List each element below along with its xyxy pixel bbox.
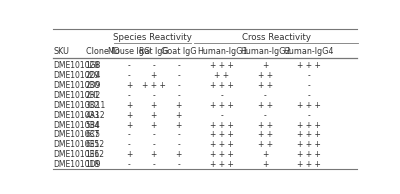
Text: + + +: + + + <box>210 150 234 159</box>
Text: +: + <box>176 111 182 120</box>
Text: + + +: + + + <box>142 81 166 90</box>
Text: +: + <box>262 160 269 169</box>
Text: + +: + + <box>258 130 273 139</box>
Text: + + +: + + + <box>297 101 321 110</box>
Text: -: - <box>221 111 224 120</box>
Text: -: - <box>152 91 155 100</box>
Text: +: + <box>151 120 157 130</box>
Text: + +: + + <box>258 120 273 130</box>
Text: + + +: + + + <box>210 140 234 149</box>
Text: DME101032: DME101032 <box>53 101 99 110</box>
Text: Human-IgG2: Human-IgG2 <box>240 47 291 56</box>
Text: 6C5: 6C5 <box>86 130 101 139</box>
Text: -: - <box>177 130 180 139</box>
Text: +: + <box>176 120 182 130</box>
Text: DME101034: DME101034 <box>53 120 99 130</box>
Text: + + +: + + + <box>297 150 321 159</box>
Text: Clone ID: Clone ID <box>86 47 120 56</box>
Text: + + +: + + + <box>297 61 321 70</box>
Text: +: + <box>176 101 182 110</box>
Text: -: - <box>128 71 130 80</box>
Text: -: - <box>128 130 130 139</box>
Text: + + +: + + + <box>297 160 321 169</box>
Text: Human-IgG1: Human-IgG1 <box>197 47 247 56</box>
Text: 1D9: 1D9 <box>86 160 101 169</box>
Text: -: - <box>177 91 180 100</box>
Text: + + +: + + + <box>297 120 321 130</box>
Text: DME101037: DME101037 <box>53 130 99 139</box>
Text: + + +: + + + <box>297 130 321 139</box>
Text: -: - <box>264 111 267 120</box>
Text: Rat IgG: Rat IgG <box>139 47 169 56</box>
Text: + + +: + + + <box>210 160 234 169</box>
Text: -: - <box>152 61 155 70</box>
Text: + + +: + + + <box>210 120 234 130</box>
Text: DME101033: DME101033 <box>53 111 99 120</box>
Text: -: - <box>177 81 180 90</box>
Text: +: + <box>126 81 132 90</box>
Text: DME101035: DME101035 <box>53 140 99 149</box>
Text: -: - <box>308 111 310 120</box>
Text: +: + <box>126 111 132 120</box>
Text: -: - <box>152 130 155 139</box>
Text: + +: + + <box>258 71 273 80</box>
Text: 2D9: 2D9 <box>86 81 101 90</box>
Text: +: + <box>151 111 157 120</box>
Text: -: - <box>128 140 130 149</box>
Text: -: - <box>177 140 180 149</box>
Text: -: - <box>177 71 180 80</box>
Text: DME101030: DME101030 <box>53 81 99 90</box>
Text: +: + <box>176 150 182 159</box>
Text: -: - <box>308 91 310 100</box>
Text: 2D4: 2D4 <box>86 71 101 80</box>
Text: -: - <box>177 61 180 70</box>
Text: + +: + + <box>214 71 230 80</box>
Text: 6E12: 6E12 <box>86 140 105 149</box>
Text: Mouse IgG: Mouse IgG <box>108 47 150 56</box>
Text: 2H2: 2H2 <box>86 91 101 100</box>
Text: 1G8: 1G8 <box>86 61 101 70</box>
Text: +: + <box>262 61 269 70</box>
Text: +: + <box>262 150 269 159</box>
Text: + +: + + <box>258 140 273 149</box>
Text: + + +: + + + <box>210 130 234 139</box>
Text: -: - <box>221 91 224 100</box>
Text: +: + <box>151 150 157 159</box>
Text: 4A12: 4A12 <box>86 111 105 120</box>
Text: +: + <box>151 101 157 110</box>
Text: + +: + + <box>258 101 273 110</box>
Text: Cross Reactivity: Cross Reactivity <box>242 33 311 42</box>
Text: SKU: SKU <box>53 47 69 56</box>
Text: -: - <box>128 91 130 100</box>
Text: DME101028: DME101028 <box>53 61 99 70</box>
Text: +: + <box>126 101 132 110</box>
Text: 5B4: 5B4 <box>86 120 100 130</box>
Text: -: - <box>264 91 267 100</box>
Text: DME101029: DME101029 <box>53 71 99 80</box>
Text: Species Reactivity: Species Reactivity <box>113 33 192 42</box>
Text: +: + <box>126 150 132 159</box>
Text: 1E12: 1E12 <box>86 150 105 159</box>
Text: DME101031: DME101031 <box>53 91 99 100</box>
Text: + + +: + + + <box>297 140 321 149</box>
Text: DME101018: DME101018 <box>53 160 99 169</box>
Text: -: - <box>128 160 130 169</box>
Text: DME101036: DME101036 <box>53 150 99 159</box>
Text: -: - <box>308 81 310 90</box>
Text: Goat IgG: Goat IgG <box>161 47 196 56</box>
Text: + +: + + <box>258 81 273 90</box>
Text: + + +: + + + <box>210 61 234 70</box>
Text: Human-IgG4: Human-IgG4 <box>284 47 334 56</box>
Text: + + +: + + + <box>210 81 234 90</box>
Text: -: - <box>177 160 180 169</box>
Text: -: - <box>152 140 155 149</box>
Text: -: - <box>308 71 310 80</box>
Text: -: - <box>152 160 155 169</box>
Text: +: + <box>151 71 157 80</box>
Text: +: + <box>126 120 132 130</box>
Text: + + +: + + + <box>210 101 234 110</box>
Text: -: - <box>128 61 130 70</box>
Text: 3D11: 3D11 <box>86 101 106 110</box>
